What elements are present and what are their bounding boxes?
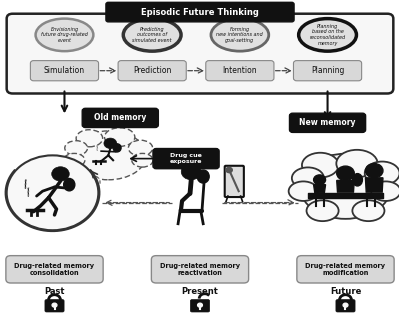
FancyBboxPatch shape	[290, 113, 366, 132]
Text: Drug-related memory
modification: Drug-related memory modification	[306, 263, 386, 276]
Ellipse shape	[64, 153, 85, 167]
Circle shape	[343, 303, 348, 307]
Polygon shape	[366, 178, 383, 192]
Ellipse shape	[104, 128, 135, 146]
Text: Intention: Intention	[222, 66, 257, 75]
Circle shape	[78, 183, 90, 193]
Text: /: /	[26, 187, 31, 198]
Text: Drug-related memory
consolidation: Drug-related memory consolidation	[14, 263, 94, 276]
FancyBboxPatch shape	[336, 300, 355, 312]
Ellipse shape	[299, 19, 356, 51]
Circle shape	[52, 303, 57, 307]
Text: Simulation: Simulation	[44, 66, 85, 75]
Ellipse shape	[371, 181, 400, 201]
Ellipse shape	[292, 167, 324, 189]
FancyBboxPatch shape	[206, 60, 274, 81]
Ellipse shape	[211, 19, 269, 51]
Text: Past: Past	[44, 287, 65, 296]
Circle shape	[226, 167, 232, 173]
Circle shape	[337, 166, 354, 181]
FancyBboxPatch shape	[225, 166, 244, 197]
Ellipse shape	[113, 144, 121, 152]
Ellipse shape	[300, 154, 391, 219]
Circle shape	[75, 190, 83, 197]
FancyBboxPatch shape	[118, 60, 186, 81]
Circle shape	[104, 138, 117, 148]
FancyBboxPatch shape	[6, 256, 103, 283]
FancyBboxPatch shape	[297, 256, 394, 283]
Polygon shape	[314, 185, 326, 193]
Text: /: /	[23, 179, 29, 190]
Circle shape	[314, 175, 326, 185]
Circle shape	[181, 164, 201, 180]
Text: Drug cue
exposure: Drug cue exposure	[170, 153, 202, 164]
Text: Future: Future	[330, 287, 361, 296]
Ellipse shape	[365, 162, 400, 185]
FancyBboxPatch shape	[151, 256, 249, 283]
Text: Episodic Future Thinking: Episodic Future Thinking	[141, 8, 259, 17]
Circle shape	[52, 167, 69, 181]
Ellipse shape	[306, 200, 339, 221]
Circle shape	[366, 164, 383, 178]
FancyBboxPatch shape	[153, 148, 219, 169]
Circle shape	[82, 175, 100, 189]
Ellipse shape	[70, 131, 146, 180]
Ellipse shape	[128, 140, 153, 156]
Text: Predicting
outcomes of
simulated event: Predicting outcomes of simulated event	[132, 26, 172, 43]
Text: /: /	[96, 145, 100, 151]
Ellipse shape	[76, 130, 103, 147]
FancyBboxPatch shape	[106, 2, 294, 22]
FancyBboxPatch shape	[30, 60, 98, 81]
Circle shape	[198, 303, 202, 307]
Text: Drug-related memory
reactivation: Drug-related memory reactivation	[160, 263, 240, 276]
FancyBboxPatch shape	[82, 108, 158, 128]
FancyBboxPatch shape	[45, 300, 64, 312]
Text: Envisioning
future drug-related
event: Envisioning future drug-related event	[41, 26, 88, 43]
Ellipse shape	[352, 200, 384, 221]
Ellipse shape	[289, 181, 318, 201]
Text: Present: Present	[182, 287, 218, 296]
Ellipse shape	[197, 170, 209, 183]
FancyBboxPatch shape	[190, 300, 210, 312]
Ellipse shape	[65, 141, 88, 155]
Ellipse shape	[132, 153, 153, 167]
Text: Prediction: Prediction	[133, 66, 171, 75]
Ellipse shape	[352, 174, 362, 186]
Circle shape	[7, 155, 98, 230]
Ellipse shape	[123, 19, 181, 51]
FancyBboxPatch shape	[7, 14, 393, 94]
Text: Old memory: Old memory	[94, 113, 146, 122]
Ellipse shape	[36, 19, 93, 51]
Text: Planning: Planning	[311, 66, 344, 75]
Text: New memory: New memory	[299, 118, 356, 127]
Ellipse shape	[336, 150, 378, 177]
Text: Planning
based on the
reconsolidated
memory: Planning based on the reconsolidated mem…	[310, 24, 346, 46]
FancyBboxPatch shape	[294, 60, 362, 81]
Text: Forming
new intentions and
goal-setting: Forming new intentions and goal-setting	[216, 26, 263, 43]
Polygon shape	[337, 181, 354, 192]
Ellipse shape	[302, 153, 339, 178]
Ellipse shape	[64, 179, 75, 191]
